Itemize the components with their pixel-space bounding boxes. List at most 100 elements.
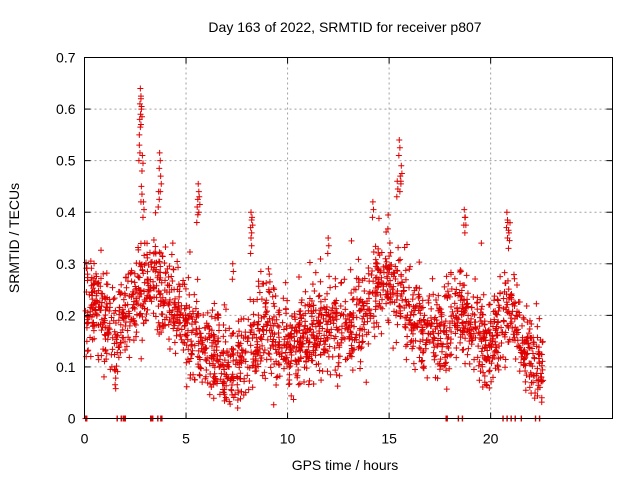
data-point: [111, 328, 118, 335]
data-point: [442, 351, 449, 358]
data-point: [137, 124, 144, 131]
data-point: [408, 327, 415, 334]
data-point: [459, 331, 466, 338]
data-point: [156, 249, 163, 256]
data-point: [251, 351, 258, 358]
data-point: [108, 351, 115, 358]
data-point: [379, 296, 386, 303]
data-point: [359, 302, 366, 309]
data-point: [341, 276, 348, 283]
data-point: [430, 291, 437, 298]
data-point: [271, 360, 278, 367]
data-point: [464, 351, 471, 358]
data-point: [183, 359, 190, 366]
data-point: [287, 362, 294, 369]
data-point: [215, 312, 222, 319]
data-point: [263, 279, 270, 286]
data-point: [522, 362, 529, 369]
data-point: [406, 319, 413, 326]
data-point: [185, 274, 192, 281]
data-point: [396, 137, 403, 144]
data-point: [322, 305, 329, 312]
data-point: [505, 286, 512, 293]
data-point: [255, 318, 262, 325]
data-point: [238, 346, 245, 353]
data-point: [460, 282, 467, 289]
data-point: [380, 269, 387, 276]
data-point: [399, 297, 406, 304]
data-point: [218, 370, 225, 377]
data-point: [433, 317, 440, 324]
data-point: [421, 312, 428, 319]
data-point: [443, 359, 450, 366]
data-point: [266, 351, 273, 358]
data-point: [383, 229, 390, 236]
data-point: [111, 295, 118, 302]
data-point: [526, 345, 533, 352]
data-point: [372, 306, 379, 313]
data-point: [203, 366, 210, 373]
data-point: [294, 374, 301, 381]
data-point: [115, 344, 122, 351]
data-point: [132, 321, 139, 328]
data-point: [117, 349, 124, 356]
data-point: [517, 344, 524, 351]
grid-lines: [84, 57, 613, 419]
data-point: [435, 330, 442, 337]
data-point: [335, 353, 342, 360]
data-point: [89, 320, 96, 327]
data-point: [249, 222, 256, 229]
data-point: [447, 352, 454, 359]
data-point: [183, 302, 190, 309]
data-point: [413, 302, 420, 309]
data-point: [505, 229, 512, 236]
data-point: [357, 345, 364, 352]
data-point: [308, 297, 315, 304]
data-point: [402, 267, 409, 274]
data-point: [206, 391, 213, 398]
data-point: [489, 374, 496, 381]
data-point: [263, 297, 270, 304]
data-point: [137, 261, 144, 268]
data-point: [486, 301, 493, 308]
data-point: [237, 370, 244, 377]
data-point: [182, 285, 189, 292]
data-point: [421, 318, 428, 325]
data-point: [110, 296, 117, 303]
data-point: [275, 309, 282, 316]
data-point: [220, 378, 227, 385]
data-point: [384, 288, 391, 295]
data-point: [210, 355, 217, 362]
data-point: [237, 395, 244, 402]
data-point: [486, 358, 493, 365]
data-point: [286, 332, 293, 339]
data-point: [316, 328, 323, 335]
data-point: [189, 327, 196, 334]
data-point: [315, 293, 322, 300]
data-point: [402, 296, 409, 303]
data-point: [124, 278, 131, 285]
data-point: [244, 372, 251, 379]
data-point: [226, 325, 233, 332]
data-point: [84, 271, 91, 278]
data-point: [283, 360, 290, 367]
data-point: [373, 259, 380, 266]
data-point: [361, 318, 368, 325]
data-point: [334, 383, 341, 390]
data-point: [292, 348, 299, 355]
data-point: [191, 291, 198, 298]
data-point: [337, 280, 344, 287]
data-point: [115, 288, 122, 295]
data-point: [460, 324, 467, 331]
data-point: [508, 292, 515, 299]
data-point: [153, 259, 160, 266]
data-point: [407, 339, 414, 346]
data-point: [447, 339, 454, 346]
data-point: [137, 240, 144, 247]
data-point: [399, 279, 406, 286]
data-point: [146, 293, 153, 300]
data-point: [236, 328, 243, 335]
data-point: [162, 297, 169, 304]
data-point: [492, 341, 499, 348]
data-point: [422, 345, 429, 352]
